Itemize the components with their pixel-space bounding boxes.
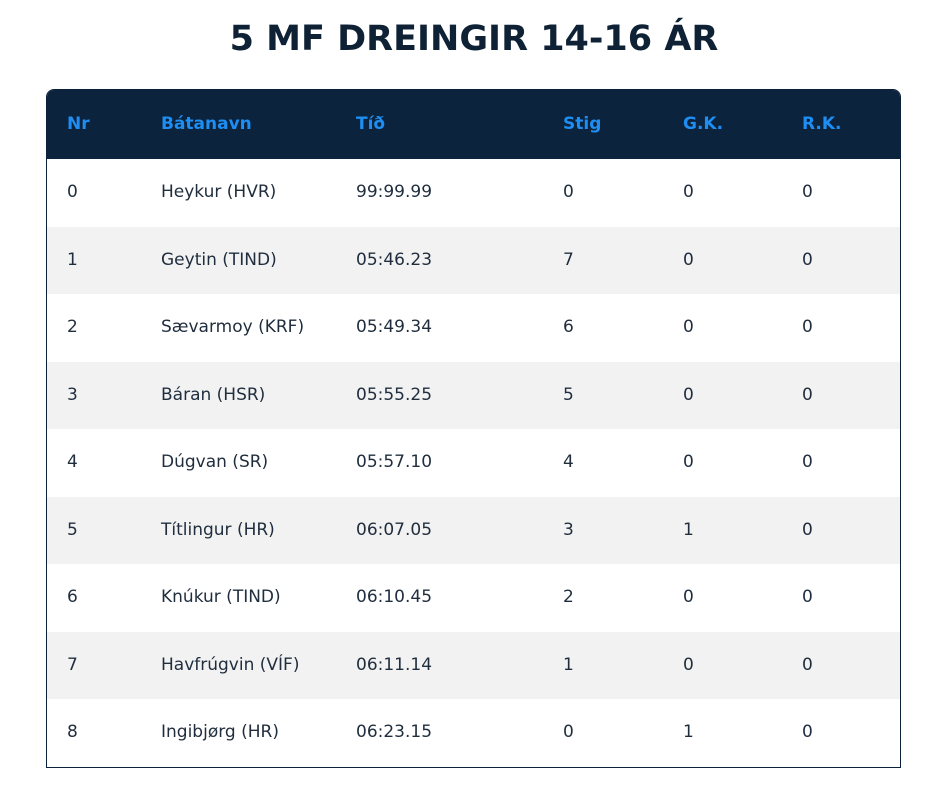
column-header-boat-name[interactable]: Bátanavn	[161, 114, 252, 134]
cell-gk: 1	[683, 519, 694, 540]
cell-gk: 0	[683, 654, 694, 675]
cell-points: 0	[563, 722, 574, 742]
cell-points: 7	[563, 249, 574, 270]
table-row: 2 Sævarmoy (KRF) 05:49.34 6 0 0	[47, 294, 900, 362]
cell-rk: 0	[802, 384, 813, 405]
cell-rk: 0	[802, 317, 813, 337]
cell-time: 05:46.23	[356, 249, 433, 270]
cell-rk: 0	[802, 587, 813, 607]
cell-boat-name: Ingibjørg (HR)	[161, 722, 279, 742]
column-header-nr[interactable]: Nr	[67, 114, 90, 134]
cell-rk: 0	[802, 452, 813, 472]
table-row: 7 Havfrúgvin (VÍF) 06:11.14 1 0 0	[47, 631, 900, 699]
cell-points: 1	[563, 654, 574, 675]
cell-time: 06:10.45	[356, 587, 433, 607]
cell-nr: 7	[67, 654, 78, 675]
cell-boat-name: Títlingur (HR)	[161, 519, 275, 540]
table-row: 1 Geytin (TIND) 05:46.23 7 0 0	[47, 226, 900, 294]
column-header-gk[interactable]: G.K.	[683, 114, 724, 134]
column-header-points[interactable]: Stig	[563, 114, 602, 134]
cell-time: 05:55.25	[356, 384, 433, 405]
cell-gk: 0	[683, 317, 694, 337]
cell-points: 3	[563, 519, 574, 540]
cell-nr: 3	[67, 384, 78, 405]
cell-time: 05:57.10	[356, 452, 433, 472]
table-body: 0 Heykur (HVR) 99:99.99 0 0 0 1 Geytin (…	[47, 159, 900, 767]
table-row: 4 Dúgvan (SR) 05:57.10 4 0 0	[47, 429, 900, 497]
table-row: 0 Heykur (HVR) 99:99.99 0 0 0	[47, 159, 900, 227]
cell-nr: 2	[67, 317, 78, 337]
cell-points: 2	[563, 587, 574, 607]
cell-rk: 0	[802, 249, 813, 270]
table-row: 6 Knúkur (TIND) 06:10.45 2 0 0	[47, 564, 900, 632]
cell-gk: 0	[683, 587, 694, 607]
column-header-rk[interactable]: R.K.	[802, 114, 842, 134]
cell-time: 06:11.14	[356, 654, 433, 675]
cell-boat-name: Heykur (HVR)	[161, 182, 277, 202]
cell-boat-name: Geytin (TIND)	[161, 249, 277, 270]
cell-points: 4	[563, 452, 574, 472]
table-row: 5 Títlingur (HR) 06:07.05 3 1 0	[47, 496, 900, 564]
cell-time: 99:99.99	[356, 182, 433, 202]
cell-boat-name: Havfrúgvin (VÍF)	[161, 654, 300, 675]
cell-nr: 0	[67, 182, 78, 202]
cell-rk: 0	[802, 182, 813, 202]
cell-boat-name: Báran (HSR)	[161, 384, 266, 405]
cell-time: 06:23.15	[356, 722, 433, 742]
cell-boat-name: Knúkur (TIND)	[161, 587, 281, 607]
results-table: Nr Bátanavn Tíð Stig G.K. R.K. 0 Heykur …	[46, 89, 901, 768]
cell-boat-name: Dúgvan (SR)	[161, 452, 269, 472]
cell-rk: 0	[802, 519, 813, 540]
cell-gk: 1	[683, 722, 694, 742]
cell-time: 06:07.05	[356, 519, 433, 540]
cell-boat-name: Sævarmoy (KRF)	[161, 317, 305, 337]
cell-nr: 1	[67, 249, 78, 270]
cell-nr: 8	[67, 722, 78, 742]
table-row: 3 Báran (HSR) 05:55.25 5 0 0	[47, 361, 900, 429]
cell-nr: 6	[67, 587, 78, 607]
table-row: 8 Ingibjørg (HR) 06:23.15 0 1 0	[47, 699, 900, 767]
column-header-time[interactable]: Tíð	[356, 114, 386, 134]
cell-gk: 0	[683, 452, 694, 472]
cell-gk: 0	[683, 384, 694, 405]
cell-points: 0	[563, 182, 574, 202]
cell-rk: 0	[802, 654, 813, 675]
cell-nr: 5	[67, 519, 78, 540]
cell-rk: 0	[802, 722, 813, 742]
page-title: 5 MF DREINGIR 14-16 ÁR	[229, 19, 719, 59]
table-header: Nr Bátanavn Tíð Stig G.K. R.K.	[47, 90, 900, 159]
cell-gk: 0	[683, 249, 694, 270]
cell-points: 6	[563, 317, 574, 337]
cell-time: 05:49.34	[356, 317, 433, 337]
cell-gk: 0	[683, 182, 694, 202]
cell-nr: 4	[67, 452, 78, 472]
cell-points: 5	[563, 384, 574, 405]
